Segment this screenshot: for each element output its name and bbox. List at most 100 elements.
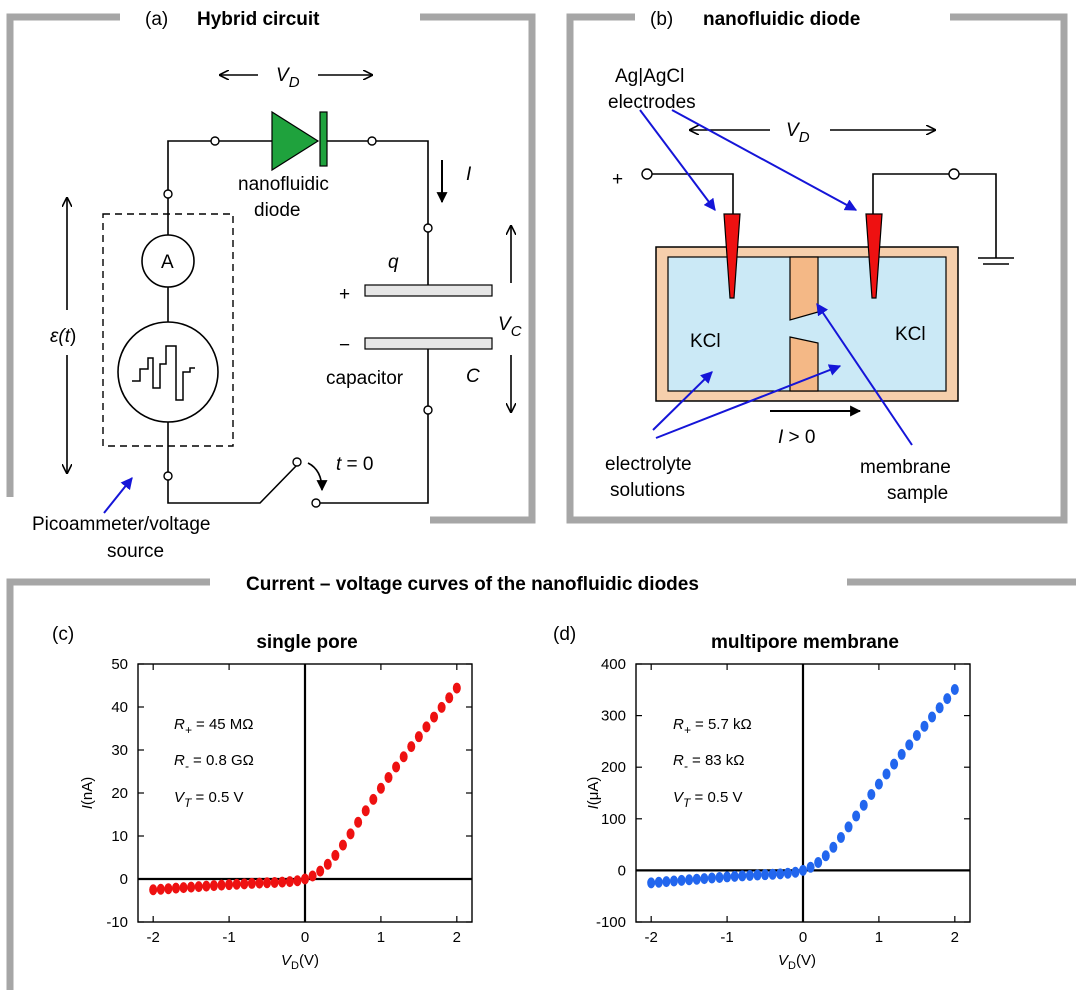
y-tick-label: 400 [601, 656, 626, 673]
node [423, 223, 433, 233]
data-point [407, 741, 416, 753]
ammeter-label: A [161, 252, 174, 273]
panel-label: (d) [553, 624, 576, 645]
x-tick-label: -1 [720, 929, 733, 946]
data-point [209, 880, 218, 892]
panel-label: (c) [52, 624, 74, 645]
x-tick-label: 2 [453, 929, 461, 946]
data-point [685, 874, 694, 886]
data-point [836, 832, 845, 844]
data-point [338, 839, 347, 851]
param-annotation: R+ = 5.7 kΩ [673, 716, 752, 737]
data-point [217, 879, 226, 891]
data-point [950, 684, 959, 696]
data-point [171, 882, 180, 894]
panel-a-label: (a) [145, 9, 168, 30]
data-point [677, 874, 686, 886]
data-point [392, 761, 401, 773]
param-annotation: R+ = 45 MΩ [174, 716, 254, 737]
data-point [293, 875, 302, 887]
data-point [897, 748, 906, 760]
panel-b: (b) nanofluidic diode Ag|AgCl electrodes… [566, 9, 1068, 524]
data-point [361, 805, 370, 817]
data-point [783, 867, 792, 879]
data-point [814, 857, 823, 869]
capacitor-plate-top [364, 284, 493, 297]
chart-title: multipore membrane [711, 632, 899, 653]
capacitor-plate-bottom [364, 337, 493, 350]
data-point [844, 821, 853, 833]
source-label-2: source [107, 541, 164, 562]
data-point [270, 876, 279, 888]
ground-wire [958, 173, 997, 258]
data-point [149, 884, 158, 896]
minus-sign: − [339, 335, 350, 356]
x-tick-label: -2 [645, 929, 658, 946]
x-axis-label: VD(V) [778, 952, 816, 972]
diode-label-1: nanofluidic [238, 174, 329, 195]
data-point [935, 702, 944, 714]
param-annotation: R- = 0.8 GΩ [174, 752, 254, 773]
chart-multipore-membrane: (d) multipore membrane -2 -1 0 1 2 -100 0 100 200 3… [553, 624, 971, 972]
x-tick-label: 1 [377, 929, 385, 946]
data-point [928, 711, 937, 723]
y-tick-label: 0 [120, 871, 128, 888]
y-tick-label: 100 [601, 811, 626, 828]
data-point [662, 876, 671, 888]
x-tick-label: 0 [799, 929, 807, 946]
node [423, 405, 433, 415]
data-point [399, 751, 408, 763]
x-tick-label: 1 [875, 929, 883, 946]
diode-label-2: diode [254, 200, 301, 221]
data-point [859, 799, 868, 811]
membrane-label-1: membrane [860, 457, 951, 478]
data-point [156, 883, 165, 895]
data-point [821, 850, 830, 862]
data-point [707, 872, 716, 884]
source-label-1: Picoammeter/voltage [32, 514, 210, 535]
plus-terminal: + [612, 169, 623, 190]
left-electrode-wire [647, 173, 734, 214]
data-point [753, 869, 762, 881]
chart-title: single pore [256, 632, 357, 653]
electrode-pointer-right [671, 109, 858, 211]
right-electrode-wire [872, 173, 954, 214]
kcl-right: KCl [895, 324, 926, 345]
data-point [669, 875, 678, 887]
data-point [654, 876, 663, 888]
data-point [852, 810, 861, 822]
vc-label: VC [498, 314, 522, 340]
wire-bottom-right [316, 340, 429, 504]
data-point [308, 870, 317, 882]
data-point [247, 877, 256, 889]
data-point [194, 881, 203, 893]
data-point [912, 730, 921, 742]
data-point [700, 873, 709, 885]
param-annotation: R- = 83 kΩ [673, 752, 745, 773]
emf-label: ε(t) [50, 326, 76, 347]
data-point [437, 701, 446, 713]
data-point [414, 731, 423, 743]
section-title: Current – voltage curves of the nanoflui… [246, 574, 699, 595]
electrolyte-label-2: solutions [610, 480, 685, 501]
node [210, 136, 220, 146]
electrodes-label-1: Ag|AgCl [615, 66, 684, 87]
y-axis-label: I(nA) [79, 777, 96, 810]
param-annotation: VT = 0.5 V [673, 789, 742, 810]
data-point [874, 778, 883, 790]
y-tick-label: 30 [111, 742, 128, 759]
data-point [225, 879, 234, 891]
data-point [164, 883, 173, 895]
node [163, 189, 173, 199]
switch-arrow [307, 462, 328, 492]
data-point [278, 876, 287, 888]
diode-icon [271, 110, 320, 172]
data-point [745, 869, 754, 881]
data-point [890, 758, 899, 770]
membrane-pointer [816, 303, 913, 446]
data-point [240, 878, 249, 890]
electrolyte-pointer-right [655, 364, 842, 439]
data-point [179, 882, 188, 894]
right-electrode-icon [865, 213, 883, 299]
